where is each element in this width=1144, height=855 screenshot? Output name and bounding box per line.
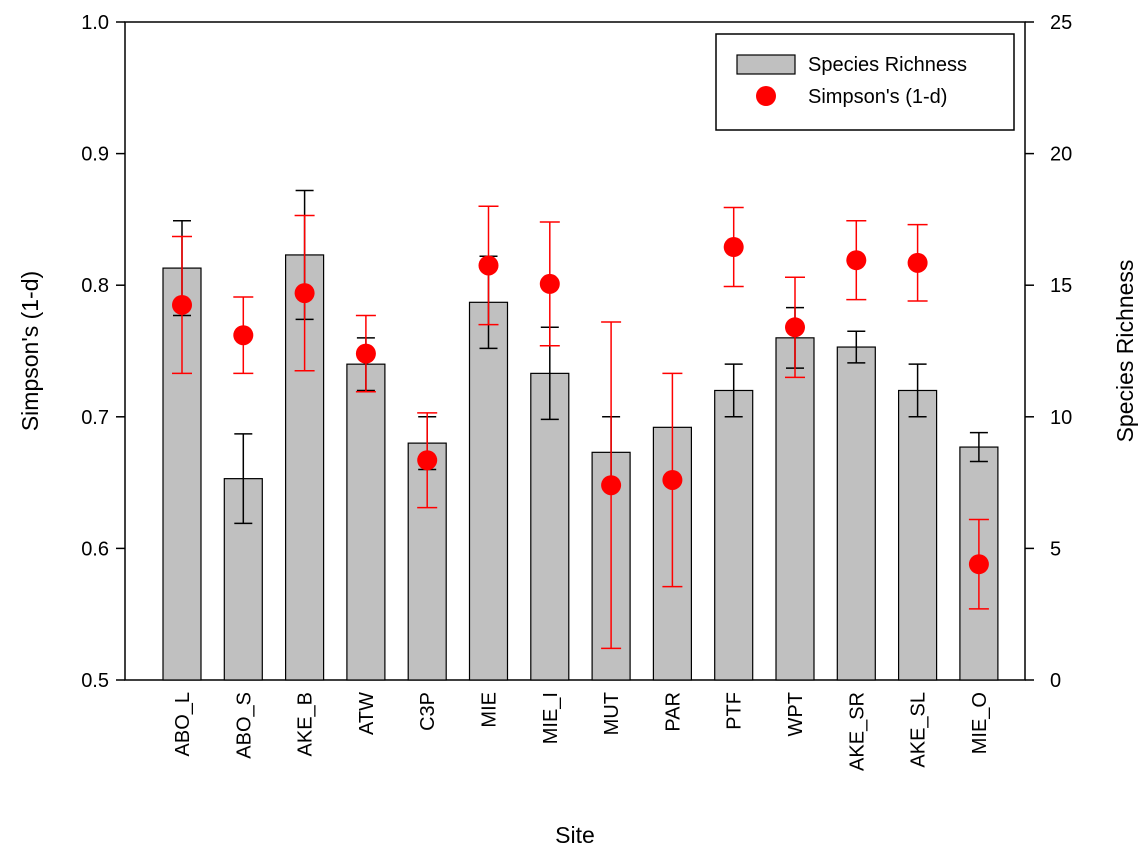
x-tick-label: ABO_L <box>172 692 194 756</box>
x-tick-label: WPT <box>785 692 807 736</box>
point <box>662 469 683 490</box>
y-left-axis-title: Simpson's (1-d) <box>17 271 43 431</box>
point <box>785 317 805 338</box>
legend-swatch-bar <box>736 54 796 75</box>
legend: Species Richness Simpson's (1-d) <box>715 33 1015 131</box>
bar <box>346 363 386 681</box>
point <box>846 250 867 271</box>
x-tick-label: PTF <box>724 692 746 730</box>
y-left-tick-label: 0.6 <box>81 538 109 560</box>
y-left-tick-label: 0.5 <box>81 670 109 692</box>
x-tick-label: ABO_S <box>233 692 255 759</box>
x-tick-label: AKE_SL <box>908 692 930 768</box>
y-right-tick-label: 20 <box>1050 144 1072 166</box>
x-tick-label: MIE_I <box>540 692 562 744</box>
y-right-axis-title: Species Richness <box>1112 260 1138 443</box>
y-left-tick-label: 1.0 <box>81 12 109 34</box>
x-tick-label: ATW <box>356 692 378 735</box>
point <box>539 273 560 294</box>
point <box>172 294 192 315</box>
y-left-tick-label: 0.9 <box>81 144 109 166</box>
point <box>294 283 315 304</box>
plot-frame <box>124 21 1026 681</box>
y-right-tick-label: 5 <box>1050 538 1061 560</box>
legend-label: Species Richness <box>808 54 967 76</box>
point <box>478 255 499 276</box>
point <box>907 252 928 273</box>
x-tick-label: PAR <box>662 692 684 732</box>
bar <box>836 346 876 681</box>
bar <box>897 389 938 681</box>
bar <box>530 372 570 681</box>
point <box>968 554 989 575</box>
point <box>417 450 438 471</box>
y-left-tick-label: 0.8 <box>81 275 109 297</box>
x-tick-label: MIE_O <box>969 692 991 754</box>
y-right-tick-label: 10 <box>1050 407 1072 429</box>
point <box>601 475 622 496</box>
legend-label: Simpson's (1-d) <box>808 86 947 108</box>
y-right-tick-label: 15 <box>1050 275 1072 297</box>
point <box>355 343 376 364</box>
x-axis-title: Site <box>555 822 595 848</box>
y-right-tick-label: 25 <box>1050 12 1072 34</box>
bar <box>714 389 754 681</box>
y-right-tick-label: 0 <box>1050 670 1061 692</box>
x-tick-label: AKE_B <box>295 692 317 756</box>
x-tick-label: AKE_SR <box>846 692 868 771</box>
x-tick-label: C3P <box>417 692 439 731</box>
x-tick-label: MUT <box>601 692 623 735</box>
x-tick-label: MIE <box>479 692 501 728</box>
point <box>233 325 254 346</box>
point <box>723 237 744 258</box>
bar <box>468 301 509 681</box>
legend-box <box>715 33 1015 131</box>
y-left-tick-label: 0.7 <box>81 407 109 429</box>
bar <box>775 337 815 681</box>
legend-swatch-point <box>756 86 776 106</box>
